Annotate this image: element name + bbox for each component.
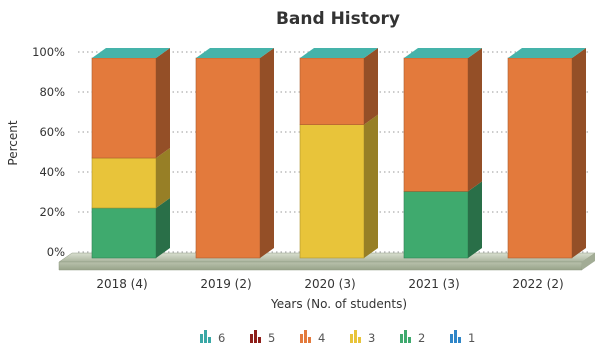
bar-segment [299,124,365,259]
chart-title: Band History [276,9,400,29]
legend-swatch-bar [300,334,303,343]
bar-top-cap [508,48,586,58]
bar-segment [403,57,469,192]
bar-stack [299,48,378,259]
legend-swatch-bar [358,337,361,343]
legend-swatch-bar [408,337,411,343]
x-tick-label: 2018 (4) [96,277,147,291]
bar-segment-side [156,48,170,158]
legend-swatch-bar [204,330,207,343]
legend-swatch-bar [458,337,461,343]
y-tick-label: 40% [39,165,65,179]
legend-item: 3 [350,330,375,345]
legend-swatch-bar [350,334,353,343]
bar-segment [403,191,469,259]
y-tick-label: 60% [39,125,65,139]
x-tick-label: 2020 (3) [304,277,355,291]
legend-label: 2 [418,331,425,345]
bar-segment-side [364,48,378,125]
y-tick-label: 0% [47,245,65,259]
legend-label: 1 [468,331,475,345]
legend-item: 4 [300,330,325,345]
legend-swatch-bar [404,330,407,343]
legend-swatch-bar [254,330,257,343]
legend-swatch-bar [354,330,357,343]
x-axis-ticks: 2018 (4) 2019 (2) 2020 (3) 2021 (3) 2022 (2) [96,277,563,291]
bar-stack [195,48,274,259]
legend-item: 6 [200,330,225,345]
legend-swatch-bar [250,334,253,343]
bar-segment [91,57,157,159]
bar-top-cap [404,48,482,58]
y-tick-label: 100% [32,45,65,59]
y-axis-label: Percent [6,120,20,165]
bar-stack [91,48,170,259]
y-tick-label: 80% [39,85,65,99]
bar-segment [299,57,365,125]
bar-segment-side [364,114,378,258]
bar-segment-side [260,48,274,258]
bar-stack [403,48,482,259]
x-tick-label: 2019 (2) [200,277,251,291]
bar-segment [195,57,261,259]
bar-top-cap [196,48,274,58]
legend: 6 5 4 3 2 1 [200,330,475,345]
bar-segment [91,157,157,209]
legend-item: 5 [250,330,275,345]
legend-swatch-bar [454,330,457,343]
legend-label: 6 [218,331,225,345]
y-axis-ticks: 0% 20% 40% 60% 80% 100% [32,45,65,259]
bar-segment [91,207,157,259]
y-tick-label: 20% [39,205,65,219]
legend-swatch-bar [400,334,403,343]
bars [91,48,586,259]
x-tick-label: 2022 (2) [512,277,563,291]
bar-segment [507,57,573,259]
legend-swatch-bar [304,330,307,343]
legend-swatch-bar [208,337,211,343]
x-axis-label: Years (No. of students) [270,297,407,311]
bar-segment-side [572,48,586,258]
legend-swatch-bar [258,337,261,343]
legend-label: 4 [318,331,325,345]
bar-top-cap [300,48,378,58]
legend-label: 5 [268,331,275,345]
legend-swatch-bar [450,334,453,343]
legend-swatch-bar [308,337,311,343]
x-tick-label: 2021 (3) [408,277,459,291]
bar-top-cap [92,48,170,58]
legend-item: 2 [400,330,425,345]
bar-segment-side [468,48,482,192]
bar-stack [507,48,586,259]
legend-swatch-bar [200,334,203,343]
legend-item: 1 [450,330,475,345]
legend-label: 3 [368,331,375,345]
bar-segment-side [468,181,482,258]
bar-segment-side [156,198,170,258]
bar-segment-side [156,148,170,208]
